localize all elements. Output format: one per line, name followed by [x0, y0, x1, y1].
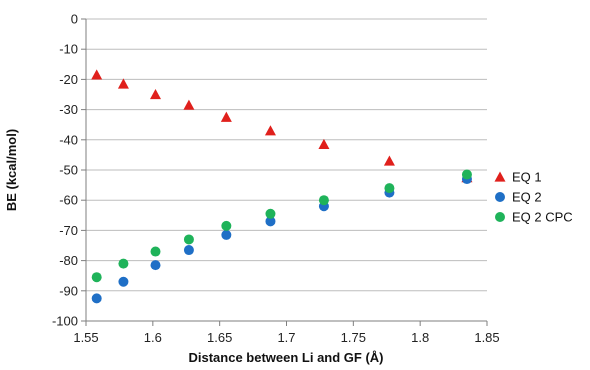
series-eq-1 [91, 69, 473, 183]
data-point [461, 169, 472, 180]
series-eq-2 [91, 174, 472, 304]
y-axis-label: BE (kcal/mol) [4, 129, 19, 211]
legend-marker [494, 171, 506, 182]
data-point [220, 111, 232, 122]
data-point [384, 183, 395, 194]
y-tick-label: -60 [59, 193, 78, 208]
axes [81, 18, 488, 326]
x-tick-labels: 1.55 1.6 1.65 1.7 1.75 1.8 1.85 [73, 330, 499, 345]
x-tick-label: 1.55 [73, 330, 98, 345]
data-point [91, 69, 103, 80]
data-point [150, 260, 161, 271]
x-tick-label: 1.65 [207, 330, 232, 345]
data-point [117, 78, 129, 89]
data-points [91, 69, 473, 304]
data-point [183, 234, 194, 245]
y-tick-label: -30 [59, 102, 78, 117]
data-point [221, 220, 232, 231]
data-point [150, 89, 162, 100]
data-point [91, 272, 102, 283]
y-tick-label: -80 [59, 253, 78, 268]
data-point [118, 276, 129, 287]
data-point [265, 208, 276, 219]
data-point [183, 99, 195, 110]
y-tick-label: -70 [59, 223, 78, 238]
legend-marker [495, 212, 505, 222]
series-eq-2-cpc [91, 169, 472, 283]
legend-label: EQ 2 CPC [512, 210, 573, 225]
y-tick-label: -10 [59, 42, 78, 57]
y-tick-label: -100 [52, 314, 78, 329]
x-tick-label: 1.7 [277, 330, 295, 345]
data-point [150, 246, 161, 257]
data-point [265, 216, 276, 227]
y-tick-label: -20 [59, 72, 78, 87]
data-point [264, 125, 276, 136]
y-tick-labels: 0 -10 -20 -30 -40 -50 -60 -70 -80 -90 -100 [52, 12, 78, 329]
data-point [118, 258, 129, 269]
legend: EQ 1 EQ 2 EQ 2 CPC [494, 170, 573, 225]
x-tick-label: 1.85 [474, 330, 499, 345]
data-point [221, 229, 232, 240]
x-tick-label: 1.75 [341, 330, 366, 345]
legend-label: EQ 1 [512, 170, 542, 185]
y-tick-label: 0 [71, 12, 78, 27]
data-point [183, 245, 194, 256]
legend-label: EQ 2 [512, 190, 542, 205]
y-tick-label: -40 [59, 132, 78, 147]
legend-marker [495, 192, 505, 202]
gridlines [86, 18, 487, 292]
x-axis-label: Distance between Li and GF (Å) [188, 350, 383, 365]
y-tick-label: -90 [59, 283, 78, 298]
data-point [318, 195, 329, 206]
x-tick-label: 1.6 [144, 330, 162, 345]
data-point [318, 138, 330, 150]
data-point [383, 155, 395, 166]
data-point [91, 293, 102, 304]
x-tick-label: 1.8 [411, 330, 429, 345]
y-tick-label: -50 [59, 163, 78, 178]
